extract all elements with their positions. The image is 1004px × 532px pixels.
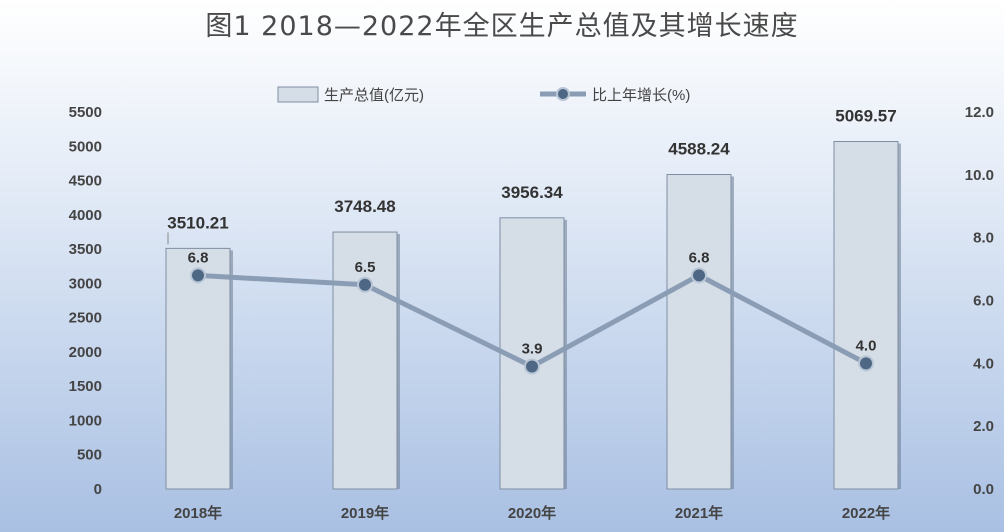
line-value-label: 3.9	[522, 340, 543, 357]
bar	[165, 247, 231, 490]
chart-title: 图1 2018—2022年全区生产总值及其增长速度	[205, 11, 799, 42]
y-axis-right: 0.0 2.0 4.0 6.0 8.0 10.0 12.0	[965, 104, 994, 498]
line-series: 6.8 6.5 3.9 6.8 4.0	[188, 249, 877, 375]
x-tick-label: 2018年	[174, 504, 222, 522]
y-right-tick-label: 2.0	[973, 418, 994, 435]
bar-series: 3510.21 3748.48 3956.34 4588.24 5069.57	[165, 107, 901, 490]
line-point	[858, 355, 874, 372]
line-point	[691, 267, 707, 284]
y-right-tick-label: 0.0	[973, 481, 994, 498]
legend-label-line: 比上年增长(%)	[592, 87, 690, 104]
line-point	[190, 267, 206, 284]
line-value-label: 4.0	[856, 337, 877, 354]
bar-value-label: 3956.34	[501, 183, 563, 202]
line-value-label: 6.8	[689, 249, 710, 266]
legend-label-bar: 生产总值(亿元)	[324, 87, 424, 104]
x-tick-label: 2020年	[508, 504, 556, 522]
y-left-tick-label: 4500	[69, 173, 102, 190]
y-left-tick-label: 5000	[69, 138, 102, 155]
bar-value-label: 3510.21	[167, 213, 228, 232]
y-right-tick-label: 12.0	[965, 104, 994, 121]
legend-swatch-bar	[277, 86, 319, 103]
y-left-tick-label: 2000	[69, 344, 102, 361]
x-tick-label: 2021年	[675, 504, 723, 522]
y-axis-left: 0 500 1000 1500 2000 2500 3000 3500 4000 4500 5000…	[69, 104, 102, 498]
line-value-label: 6.5	[355, 259, 376, 276]
bar-value-label: 4588.24	[668, 139, 730, 158]
y-right-tick-label: 4.0	[973, 355, 994, 372]
legend-swatch-marker	[556, 87, 570, 101]
bar-value-label: 5069.57	[835, 107, 896, 126]
y-left-tick-label: 500	[77, 447, 102, 464]
bar-value-label: 3748.48	[334, 197, 395, 216]
y-left-tick-label: 0	[94, 481, 102, 498]
line-value-label: 6.8	[188, 249, 209, 266]
y-left-tick-label: 4000	[69, 207, 102, 224]
y-left-tick-label: 3500	[69, 241, 102, 258]
y-left-tick-label: 1000	[69, 412, 102, 429]
y-right-tick-label: 10.0	[965, 167, 994, 184]
x-tick-label: 2022年	[842, 504, 890, 522]
bar	[332, 231, 398, 490]
line-point	[524, 358, 540, 375]
bar	[666, 173, 732, 490]
bar	[833, 141, 899, 490]
line-point	[357, 276, 373, 293]
legend: 生产总值(亿元) 比上年增长(%)	[277, 86, 690, 104]
y-left-tick-label: 1500	[69, 378, 102, 395]
y-left-tick-label: 5500	[69, 104, 102, 121]
x-axis: 2018年 2019年 2020年 2021年 2022年	[174, 504, 890, 522]
x-tick-label: 2019年	[341, 504, 389, 522]
y-left-tick-label: 3000	[69, 275, 102, 292]
y-right-tick-label: 6.0	[973, 293, 994, 310]
y-left-tick-label: 2500	[69, 310, 102, 327]
y-right-tick-label: 8.0	[973, 230, 994, 247]
